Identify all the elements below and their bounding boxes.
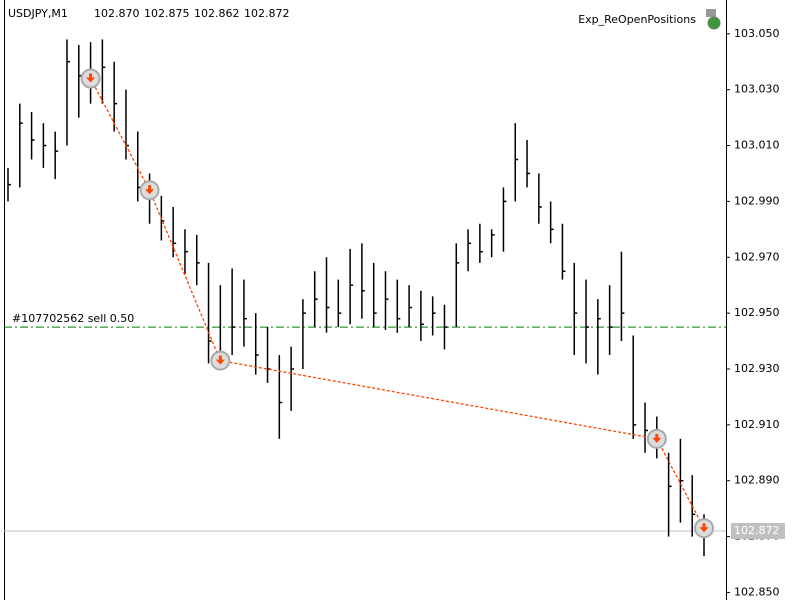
symbol: USDJPY,M1: [8, 7, 68, 20]
trade-marker: [646, 428, 667, 449]
trade-marker: [139, 180, 160, 201]
y-tick-label: 102.930: [734, 362, 780, 375]
marker-arrow: [652, 433, 662, 443]
marker-arrow: [215, 355, 225, 365]
order-label: #107702562 sell 0.50: [12, 312, 134, 325]
header-price: 102.875: [144, 7, 190, 20]
header-price: 102.872: [244, 7, 290, 20]
y-tick-label: 102.910: [734, 418, 780, 431]
header-price: 102.862: [194, 7, 240, 20]
trade-marker: [694, 518, 714, 539]
y-tick-label: 102.850: [734, 585, 780, 598]
trade-marker: [80, 68, 101, 89]
expert-icon: [706, 9, 721, 30]
expert-name: Exp_ReOpenPositions: [578, 13, 696, 26]
y-tick-label: 103.010: [734, 139, 780, 152]
header: USDJPY,M1: [8, 7, 68, 20]
marker-arrow: [86, 73, 96, 83]
trade-marker: [210, 350, 231, 371]
marker-arrow: [145, 185, 155, 195]
y-tick-label: 102.950: [734, 306, 780, 319]
price-label: 102.872: [734, 524, 780, 537]
y-tick-label: 103.050: [734, 27, 780, 40]
y-tick-label: 102.890: [734, 474, 780, 487]
y-tick-label: 103.030: [734, 83, 780, 96]
header-price: 102.870: [94, 7, 140, 20]
marker-arrow: [699, 523, 709, 533]
price-label-box: [731, 523, 785, 540]
y-tick-label: 102.990: [734, 194, 780, 207]
y-tick-label: 102.970: [734, 250, 780, 263]
